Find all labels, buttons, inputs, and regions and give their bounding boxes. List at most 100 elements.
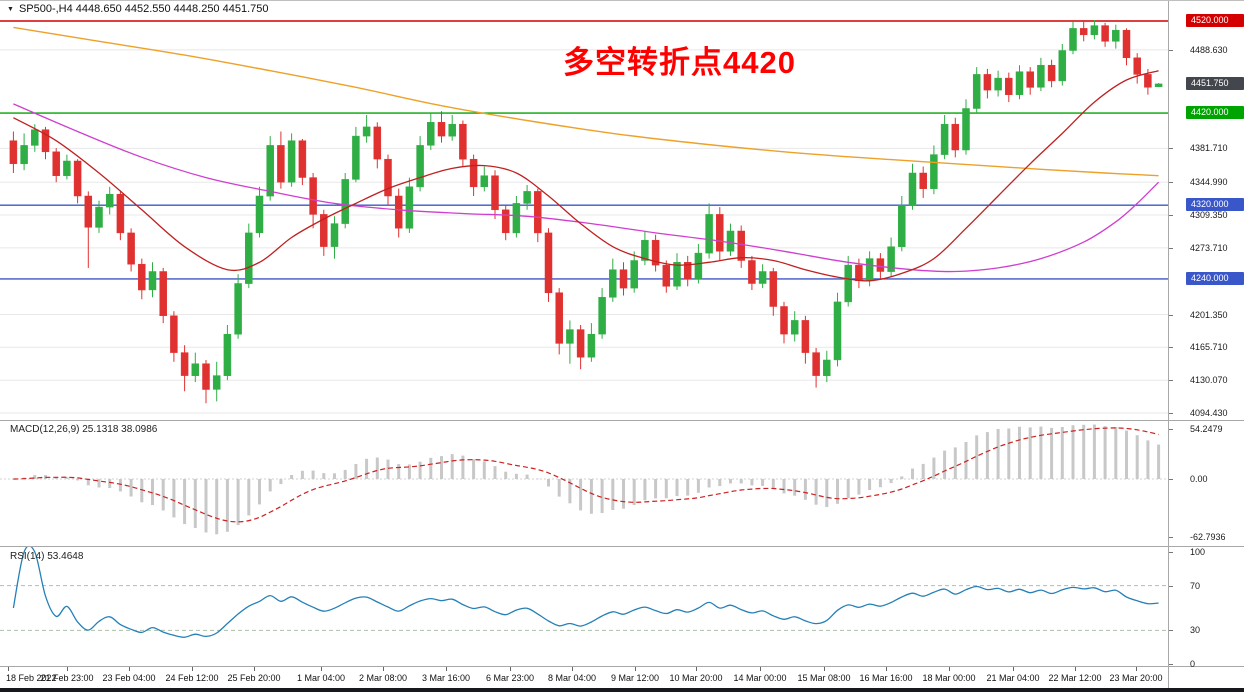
time-axis-label: 16 Mar 16:00	[859, 673, 913, 683]
candles-group	[9, 20, 1163, 404]
price-axis[interactable]: 4488.630 4381.710 4344.990 4309.350 4273.710…	[1169, 1, 1244, 688]
price-tag-4520: 4520.000	[1186, 14, 1244, 27]
macd-histogram-bar	[386, 459, 390, 479]
candle-body	[73, 160, 82, 197]
candle-body	[148, 271, 157, 291]
macd-histogram-bar	[151, 479, 154, 506]
macd-histogram-bar	[900, 476, 904, 479]
panel-separator[interactable]	[0, 420, 1244, 421]
candle-body	[330, 223, 339, 247]
time-axis-tick	[254, 667, 255, 671]
price-tag-4240: 4240.000	[1186, 272, 1244, 285]
macd-histogram-bar	[450, 454, 454, 479]
macd-histogram-bar	[589, 479, 593, 514]
candle-body	[20, 145, 28, 165]
annotation-text[interactable]: 多空转折点4420	[563, 45, 796, 80]
candle-body	[587, 333, 596, 358]
collapse-triangle-icon[interactable]: ▼	[7, 5, 14, 13]
candle-body	[95, 206, 103, 228]
bottom-bar	[0, 688, 1244, 692]
macd-histogram-bar	[761, 479, 765, 486]
ma-medium-line	[13, 103, 1160, 273]
panel-separator[interactable]	[0, 546, 1244, 547]
macd-histogram-bar	[964, 442, 968, 479]
panel-separator[interactable]	[0, 666, 1244, 667]
macd-histogram-bar	[183, 479, 187, 525]
candle-body	[833, 301, 842, 361]
time-axis-tick	[824, 667, 825, 671]
axis-tick	[1169, 413, 1173, 414]
candle-body	[641, 239, 649, 261]
candle-body	[159, 271, 167, 316]
candle-body	[876, 258, 885, 272]
candle-body	[245, 232, 253, 284]
time-axis-tick	[886, 667, 887, 671]
candle-body	[630, 260, 638, 289]
candle-body	[255, 195, 264, 234]
macd-histogram-bar	[333, 473, 336, 479]
price-axis-label: 4201.350	[1190, 310, 1228, 320]
macd-histogram-bar	[686, 479, 690, 496]
macd-histogram-bar	[161, 479, 165, 511]
price-axis-label: 4165.710	[1190, 342, 1228, 352]
candle-body	[41, 129, 50, 153]
candle-body	[405, 186, 414, 229]
candle-body	[716, 214, 724, 252]
price-axis-label: -62.7936	[1190, 532, 1226, 542]
time-axis-tick	[67, 667, 68, 671]
macd-histogram-bar	[1146, 440, 1150, 479]
macd-histogram-bar	[782, 479, 786, 494]
chart-title-text: SP500-,H4 4448.650 4452.550 4448.250 445…	[18, 3, 269, 15]
candle-body	[277, 145, 285, 183]
candle-body	[566, 329, 574, 344]
candle-body	[394, 195, 403, 229]
macd-signal-line	[13, 427, 1159, 523]
macd-histogram-bar	[932, 457, 936, 479]
macd-histogram-bar	[557, 479, 561, 497]
candle-body	[416, 145, 424, 188]
candle-body	[212, 375, 221, 390]
time-axis-tick	[1013, 667, 1014, 671]
macd-histogram-bar	[707, 479, 711, 488]
rsi-panel-canvas[interactable]	[0, 547, 1168, 666]
time-axis-tick	[572, 667, 573, 671]
candle-body	[994, 77, 1002, 91]
rsi-indicator-label: RSI(14) 53.4648	[10, 551, 84, 562]
axis-tick	[1169, 664, 1173, 665]
macd-histogram-bar	[343, 469, 347, 479]
axis-tick	[1169, 630, 1173, 631]
time-axis[interactable]: 18 Feb 2022 21 Feb 23:00 23 Feb 04:00 24 Fe…	[0, 667, 1244, 688]
macd-histogram-bar	[65, 477, 69, 479]
candle-body	[576, 329, 585, 358]
price-axis-label: 100	[1190, 547, 1206, 557]
macd-histogram-bar	[1114, 427, 1118, 479]
axis-tick	[1169, 552, 1173, 553]
macd-histogram-bar	[418, 461, 422, 479]
macd-histogram-bar	[1028, 427, 1032, 479]
rsi-line	[12, 547, 1159, 638]
macd-histogram-bar	[868, 479, 872, 490]
candle-body	[1005, 77, 1013, 95]
macd-histogram-bar	[836, 479, 839, 504]
time-axis-tick	[510, 667, 511, 671]
candle-body	[266, 145, 274, 197]
macd-histogram-bar	[696, 479, 700, 493]
macd-panel-canvas[interactable]	[0, 421, 1168, 546]
candle-body	[1144, 74, 1152, 88]
macd-histogram-bar	[300, 470, 304, 479]
time-axis-label: 21 Feb 23:00	[40, 673, 94, 683]
main-chart-canvas[interactable]	[0, 15, 1168, 420]
time-axis-tick	[696, 667, 697, 671]
candle-body	[223, 333, 232, 376]
time-axis-label: 3 Mar 16:00	[421, 673, 471, 683]
macd-histogram-bar	[750, 479, 754, 486]
macd-histogram-bar	[268, 479, 272, 492]
candle-body	[480, 175, 489, 188]
candle-body	[1079, 28, 1088, 36]
candle-body	[469, 158, 478, 188]
current-price-tag: 4451.750	[1186, 77, 1244, 90]
time-axis-tick	[321, 667, 322, 671]
candle-body	[748, 260, 756, 284]
macd-histogram-bar	[664, 479, 668, 499]
